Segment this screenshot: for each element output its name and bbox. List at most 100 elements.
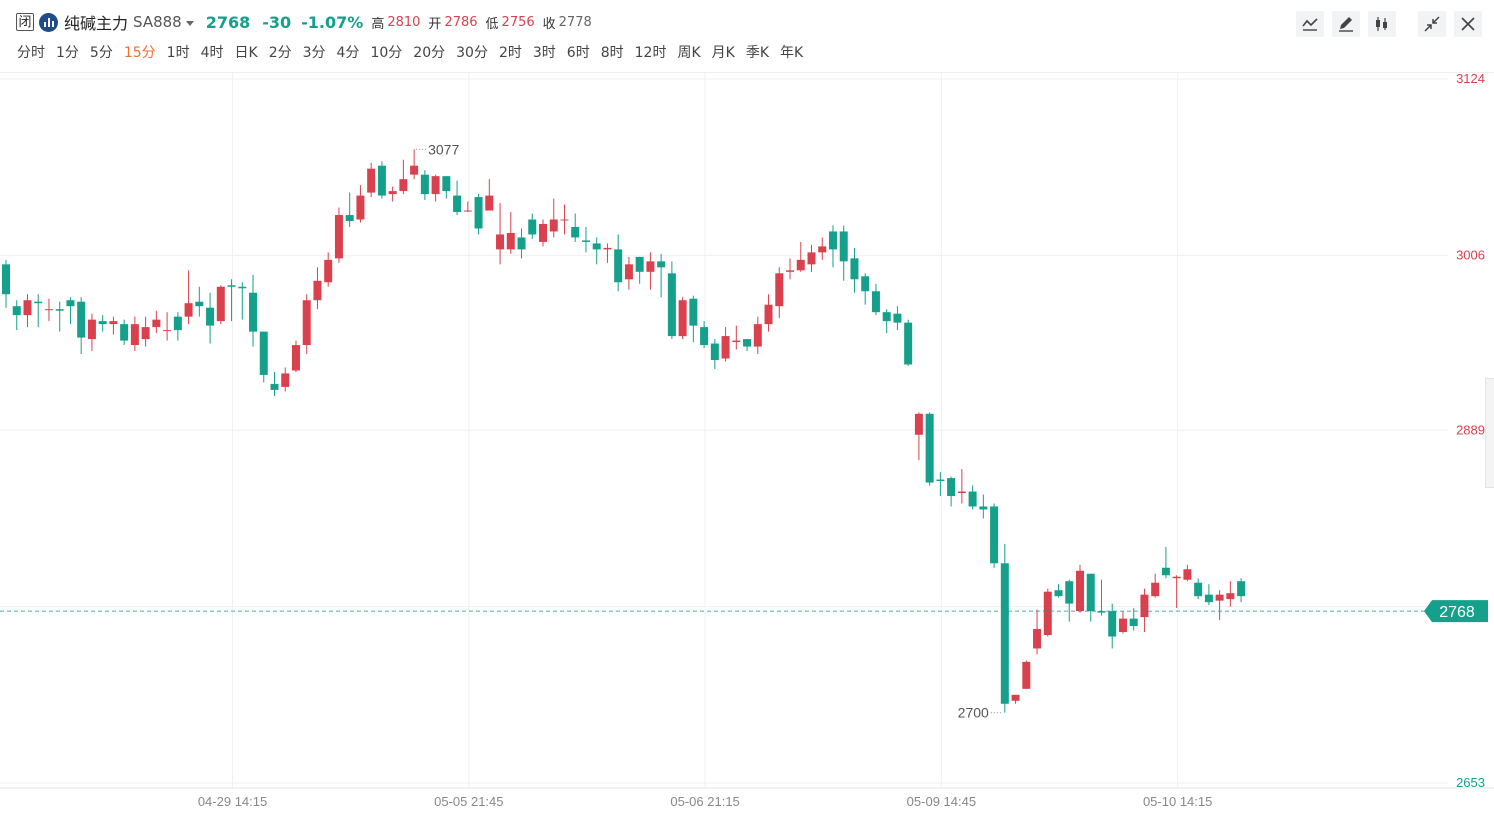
candle-body [925, 413, 934, 483]
period-tab[interactable]: 年K [780, 45, 804, 61]
high-label: 高 [371, 16, 385, 32]
period-tab[interactable]: 12时 [634, 45, 667, 61]
candle-body [152, 319, 161, 328]
last-price: 2768 [205, 12, 251, 32]
candle-body [957, 491, 966, 494]
period-tab[interactable]: 30分 [456, 45, 488, 61]
candle-body [678, 300, 687, 337]
candle-body [1076, 570, 1084, 612]
quote-bar: 闭 纯碱主力 SA888 2768 -30 -1.07% 高 2810 开 27… [16, 9, 600, 35]
period-tab[interactable]: 10分 [370, 45, 403, 61]
line-style-icon[interactable] [1296, 11, 1324, 37]
candle-body [796, 259, 805, 271]
period-tab[interactable]: 3分 [302, 45, 326, 61]
candle-body [66, 300, 75, 307]
period-tab[interactable]: 3时 [532, 45, 556, 61]
candle-body [979, 506, 988, 510]
period-tab[interactable]: 20分 [413, 45, 446, 61]
candle-body [764, 304, 773, 325]
collapse-icon[interactable] [1418, 11, 1446, 37]
candle-body [163, 330, 172, 332]
draw-pen-icon[interactable] [1332, 11, 1360, 37]
candle-body [195, 301, 204, 307]
candle-body [786, 270, 795, 272]
candle-body [367, 168, 376, 193]
period-tab[interactable]: 15分 [123, 45, 156, 61]
period-tab[interactable]: 4时 [200, 45, 224, 61]
candle-body [377, 165, 386, 196]
x-tick-label: 05-10 14:15 [1143, 794, 1212, 809]
chevron-down-icon[interactable] [185, 20, 194, 26]
candle-body [206, 307, 215, 326]
candle-body [560, 219, 569, 221]
period-tabs: 分时 1分 5分 15分 1时 4时 日K 2分 3分 4分 10分 20分 30分 2时 3时 6时 8时 12… [12, 42, 809, 62]
side-panel-handle[interactable] [1485, 378, 1494, 488]
low-annotation: 2700 [958, 705, 989, 721]
y-tick-label: 2889 [1456, 422, 1485, 437]
symbol-code[interactable]: SA888 [133, 13, 182, 31]
candle-body [517, 237, 526, 250]
candle-body [700, 327, 709, 346]
candle-body [528, 219, 537, 235]
period-tab[interactable]: 4分 [336, 45, 360, 61]
period-tab[interactable]: 日K [234, 45, 258, 61]
candle-body [431, 176, 440, 195]
candle-body [1161, 567, 1170, 576]
high-value: 2810 [387, 14, 421, 30]
period-tab[interactable]: 2分 [268, 45, 292, 61]
period-tab[interactable]: 季K [745, 45, 770, 61]
candle-body [98, 321, 107, 325]
period-tab[interactable]: 8时 [600, 45, 624, 61]
candle-body [345, 215, 354, 221]
period-tab[interactable]: 周K [677, 45, 701, 61]
price-change-percent: -1.07% [301, 12, 364, 32]
low-label: 低 [485, 16, 499, 32]
candle-body [120, 324, 129, 341]
candle-body [1215, 594, 1224, 601]
x-tick-label: 05-09 14:45 [907, 794, 976, 809]
period-tab[interactable]: 6时 [566, 45, 590, 61]
candle-body [184, 303, 193, 317]
candle-body [839, 231, 848, 262]
candle-body [968, 491, 977, 507]
period-tab[interactable]: 分时 [17, 45, 45, 61]
candle-body [828, 231, 837, 250]
period-tab[interactable]: 5分 [89, 45, 113, 61]
period-tab[interactable]: 1时 [166, 45, 190, 61]
candle-type-icon[interactable] [1368, 11, 1396, 37]
candle-body [871, 291, 880, 313]
close-icon[interactable] [1454, 11, 1482, 37]
candle-body [141, 327, 150, 340]
candle-body [1140, 594, 1149, 618]
candle-body [549, 219, 558, 232]
candle-body [1183, 569, 1192, 580]
candle-body [474, 197, 483, 229]
candle-body [238, 286, 247, 289]
period-tab[interactable]: 1分 [56, 45, 79, 61]
candle-body [1011, 694, 1020, 701]
candle-body [324, 259, 333, 283]
y-tick-label: 3006 [1456, 247, 1485, 262]
symbol-name[interactable]: 纯碱主力 [64, 14, 129, 33]
candle-body [291, 345, 300, 371]
close-value: 2778 [558, 14, 592, 30]
candle-body [216, 286, 225, 322]
candle-body [1129, 618, 1138, 627]
candle-body [635, 256, 644, 272]
candle-body [603, 247, 612, 250]
price-change: -30 [262, 12, 292, 32]
candle-body [936, 479, 945, 482]
period-tab[interactable]: 月K [711, 45, 735, 61]
candle-body [893, 313, 902, 323]
open-value: 2786 [444, 14, 478, 30]
candle-body [1097, 611, 1106, 613]
candle-body [861, 276, 870, 292]
candle-body [850, 258, 859, 280]
candle-body [506, 232, 515, 250]
candle-body [667, 273, 676, 337]
candle-body [302, 300, 311, 346]
period-tab[interactable]: 2时 [498, 45, 522, 61]
candle-body [807, 252, 816, 265]
last-price-tag [1424, 600, 1488, 623]
